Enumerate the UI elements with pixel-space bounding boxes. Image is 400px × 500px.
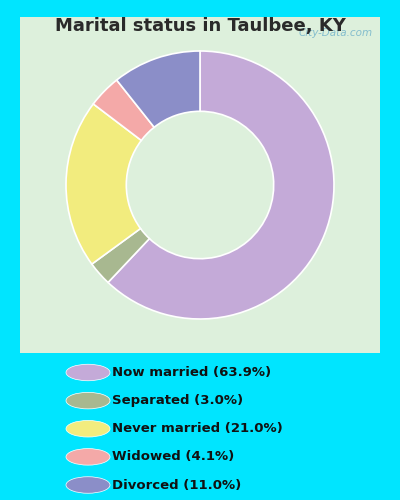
Circle shape [66, 477, 110, 493]
Wedge shape [66, 104, 141, 264]
Wedge shape [92, 228, 150, 282]
Wedge shape [93, 80, 154, 140]
Wedge shape [117, 51, 200, 128]
Text: Widowed (4.1%): Widowed (4.1%) [112, 450, 234, 464]
Circle shape [66, 420, 110, 437]
Text: Never married (21.0%): Never married (21.0%) [112, 422, 283, 435]
Circle shape [66, 392, 110, 409]
Text: Separated (3.0%): Separated (3.0%) [112, 394, 243, 407]
Text: City-Data.com: City-Data.com [299, 28, 373, 38]
Text: Marital status in Taulbee, KY: Marital status in Taulbee, KY [54, 18, 346, 36]
Circle shape [66, 364, 110, 381]
Text: Now married (63.9%): Now married (63.9%) [112, 366, 271, 379]
Text: Divorced (11.0%): Divorced (11.0%) [112, 478, 241, 492]
Circle shape [66, 448, 110, 465]
Wedge shape [108, 51, 334, 319]
